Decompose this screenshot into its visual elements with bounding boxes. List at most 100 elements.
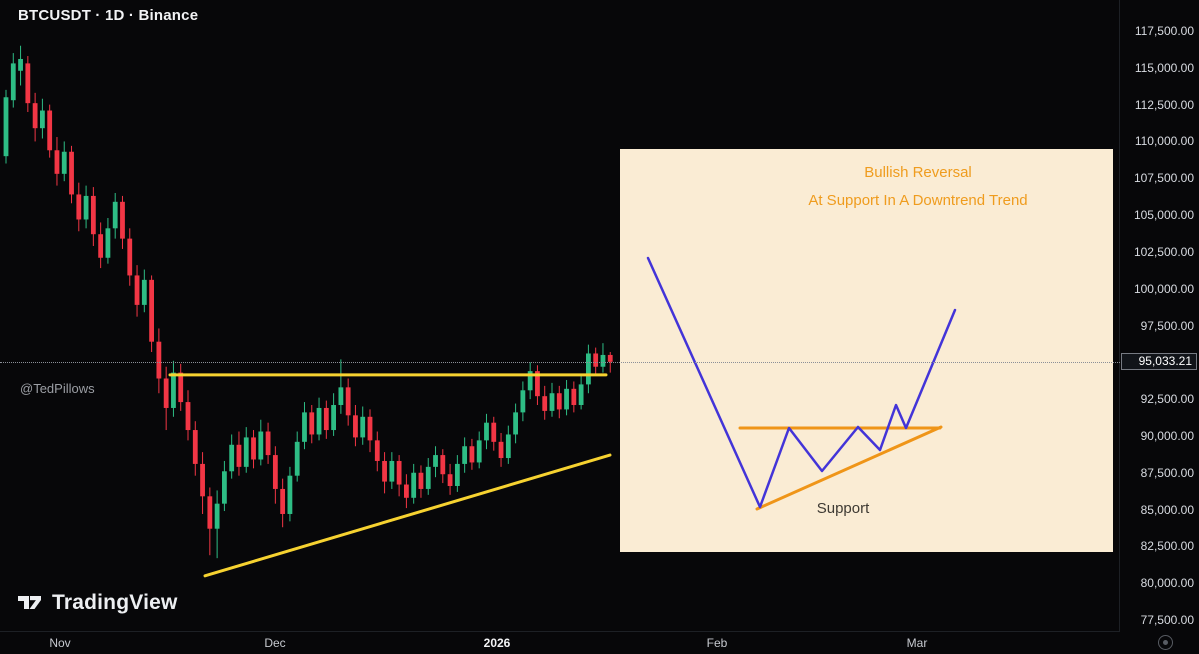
candle: [404, 474, 409, 509]
candle: [251, 430, 256, 469]
candle: [69, 145, 74, 204]
candlestick-series: [3, 45, 613, 578]
price-tick-label: 92,500.00: [1140, 392, 1194, 407]
candle: [222, 460, 227, 512]
candle: [134, 265, 140, 317]
candle: [294, 431, 300, 482]
tradingview-logo-icon: [18, 596, 41, 609]
time-tick-label: Mar: [906, 636, 928, 650]
candle: [61, 141, 67, 182]
price-tick-label: 80,000.00: [1140, 576, 1194, 591]
candle: [54, 137, 60, 186]
price-tick-label: 112,500.00: [1134, 97, 1194, 112]
candle: [141, 269, 147, 313]
price-tick-label: 100,000.00: [1133, 281, 1194, 296]
candle: [192, 421, 198, 476]
candle: [185, 390, 191, 441]
time-tick-label: Feb: [706, 636, 728, 650]
time-tick-label: Dec: [264, 636, 286, 650]
chart-canvas[interactable]: Bullish Reversal At Support In A Downtre…: [0, 0, 1120, 632]
price-tick-label: 77,500.00: [1140, 613, 1194, 627]
candle: [520, 381, 526, 422]
candle: [505, 425, 511, 464]
candle: [258, 419, 264, 466]
candle: [396, 455, 402, 497]
scale-settings-icon[interactable]: [1158, 635, 1173, 650]
candle: [316, 397, 322, 441]
candle: [280, 478, 286, 528]
candle: [462, 437, 468, 473]
candle: [76, 182, 82, 232]
candle: [90, 187, 96, 246]
tradingview-logo[interactable]: TradingView: [16, 589, 178, 616]
candle: [367, 409, 373, 453]
candle: [18, 45, 23, 86]
candle: [360, 406, 366, 445]
candle: [149, 275, 154, 353]
candle: [25, 56, 31, 112]
candle: [200, 452, 205, 514]
candle: [353, 405, 358, 447]
candle: [331, 393, 336, 436]
candle: [178, 363, 184, 411]
candle: [265, 422, 271, 464]
candle: [345, 378, 351, 426]
candle: [374, 431, 380, 472]
tradingview-logo-text: TradingView: [52, 590, 178, 614]
candle: [83, 185, 89, 229]
candle: [389, 452, 395, 489]
candle: [338, 359, 344, 414]
candle: [571, 381, 577, 413]
time-axis[interactable]: Nov Dec 2026 Feb Mar: [0, 633, 1199, 654]
candle: [323, 400, 329, 439]
price-axis[interactable]: 95,033.21 117,500.00 115,000.00 112,500.00…: [1121, 0, 1199, 632]
candle: [433, 446, 438, 478]
candle: [411, 463, 417, 504]
candle: [127, 228, 133, 286]
candle: [163, 366, 169, 431]
candle: [236, 431, 242, 476]
trendline-ascending-support[interactable]: [203, 453, 612, 578]
candle: [542, 385, 548, 420]
candle: [600, 343, 606, 373]
last-price-line: [0, 361, 1120, 363]
candle: [454, 455, 460, 492]
support-label: Support: [816, 500, 870, 517]
candle: [382, 452, 387, 494]
symbol-title[interactable]: BTCUSDT · 1D · Binance: [18, 7, 199, 24]
candle: [425, 458, 431, 495]
candle: [243, 427, 249, 473]
candle: [156, 328, 162, 394]
pattern-sketch: [646, 256, 957, 511]
price-tick-label: 107,500.00: [1133, 171, 1194, 186]
time-tick-label: 2026: [483, 636, 511, 650]
candle: [491, 416, 497, 451]
candle: [527, 362, 533, 400]
candle: [214, 490, 220, 559]
price-tick-label: 117,500.00: [1134, 24, 1194, 38]
candle: [309, 405, 315, 444]
price-tick-label: 87,500.00: [1140, 465, 1194, 480]
candle: [207, 487, 213, 556]
candle: [229, 434, 235, 479]
price-tick-label: 85,000.00: [1140, 502, 1194, 517]
candle: [476, 431, 482, 469]
candle: [556, 385, 562, 419]
candle: [447, 463, 453, 495]
candle: [32, 92, 38, 142]
candle: [440, 449, 446, 484]
candle: [484, 413, 489, 450]
panel-title-line2: At Support In A Downtrend Trend: [808, 192, 1028, 209]
candle: [3, 89, 9, 164]
time-tick-label: Nov: [49, 636, 71, 650]
candle: [10, 53, 16, 108]
price-tick-label: 102,500.00: [1133, 244, 1194, 259]
watermark-handle: @TedPillows: [20, 381, 95, 396]
candle: [578, 375, 584, 410]
candle: [272, 446, 278, 504]
annotation-panel[interactable]: Bullish Reversal At Support In A Downtre…: [620, 149, 1113, 552]
candle: [120, 195, 125, 249]
candle: [469, 438, 475, 470]
candle: [47, 104, 53, 158]
